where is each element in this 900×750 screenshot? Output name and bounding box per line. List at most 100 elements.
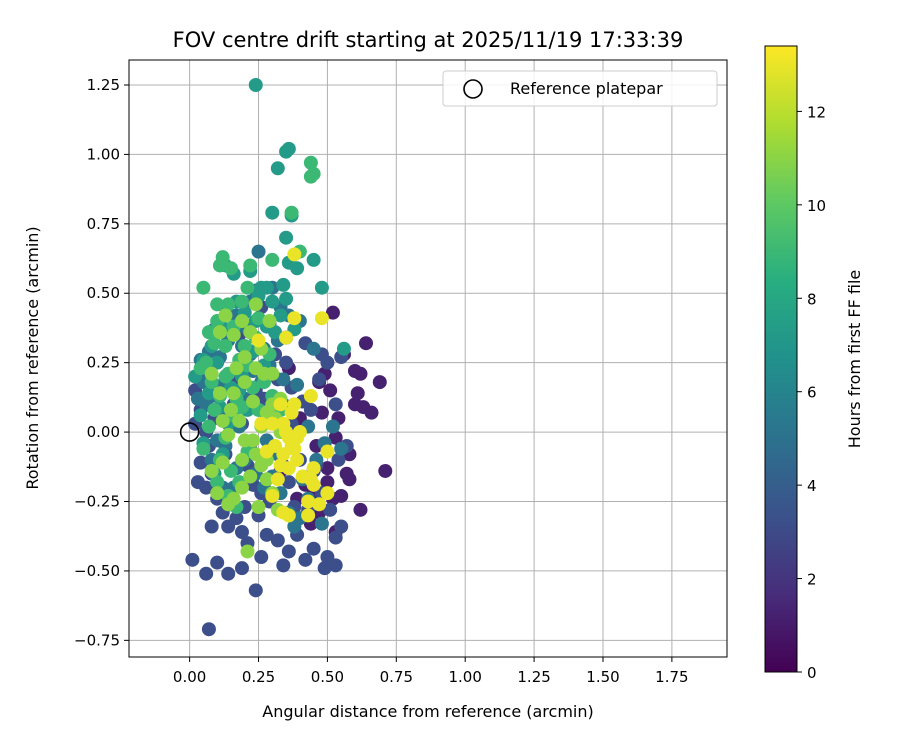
data-point [314, 311, 329, 326]
x-tick-label: 0.75 [380, 668, 413, 686]
data-point [281, 508, 296, 523]
data-point [248, 361, 263, 376]
data-point [306, 541, 321, 556]
data-point [210, 475, 225, 490]
data-point [265, 252, 280, 267]
data-point [210, 355, 225, 370]
data-point [210, 297, 225, 312]
data-point [246, 394, 261, 409]
data-point [279, 291, 294, 306]
x-tick-label: 1.00 [448, 668, 481, 686]
data-point [301, 494, 316, 509]
colorbar-tick-label: 0 [807, 664, 817, 682]
data-point [248, 77, 263, 92]
data-point [259, 472, 274, 487]
data-point [196, 280, 211, 295]
data-point [314, 280, 329, 295]
colorbar-tick-label: 4 [807, 477, 817, 495]
data-point [237, 339, 252, 354]
data-point [276, 277, 291, 292]
data-point [328, 397, 343, 412]
data-point [323, 383, 338, 398]
data-point [284, 405, 299, 420]
data-point [243, 258, 258, 273]
y-tick-label: −0.50 [74, 562, 120, 580]
y-tick-label: 0.25 [87, 354, 120, 372]
data-point [287, 441, 302, 456]
data-point [334, 441, 349, 456]
data-point [347, 363, 362, 378]
data-point [290, 377, 305, 392]
data-point [276, 372, 291, 387]
data-point [303, 388, 318, 403]
data-point [306, 252, 321, 267]
data-point [207, 336, 222, 351]
data-point [221, 566, 236, 581]
reference-point-marker [179, 422, 200, 442]
data-point [201, 419, 216, 434]
data-point [246, 433, 261, 448]
data-point [303, 169, 318, 184]
data-point [265, 294, 280, 309]
data-point [270, 161, 285, 176]
data-point [254, 280, 269, 295]
data-point [298, 552, 313, 567]
data-point [234, 294, 249, 309]
data-point [281, 475, 296, 490]
data-point [237, 350, 252, 365]
data-point [279, 355, 294, 370]
data-point [229, 361, 244, 376]
data-point [276, 558, 291, 573]
data-point [279, 425, 294, 440]
data-point [218, 308, 233, 323]
data-point [226, 386, 241, 401]
data-point [221, 497, 236, 512]
x-tick-label: 1.75 [655, 668, 688, 686]
data-point [237, 375, 252, 390]
data-point [270, 472, 285, 487]
data-point [328, 530, 343, 545]
data-point [259, 527, 274, 542]
y-tick-label: 0.00 [87, 423, 120, 441]
data-point [303, 155, 318, 170]
data-point [265, 366, 280, 381]
x-axis-ticks: 0.00 0.25 0.50 0.75 1.00 1.25 1.50 1.75 [173, 657, 689, 686]
data-point [303, 402, 318, 417]
data-point [314, 516, 329, 531]
data-point [317, 561, 332, 576]
data-point [251, 500, 266, 515]
data-point [215, 413, 230, 428]
data-point [339, 466, 354, 481]
colorbar-frame [764, 45, 798, 673]
data-point [193, 455, 208, 470]
data-point [273, 458, 288, 473]
x-tick-label: 1.50 [586, 668, 619, 686]
colorbar-tick-label: 12 [807, 103, 826, 121]
data-point [204, 463, 219, 478]
data-point [358, 336, 373, 351]
data-point [320, 444, 335, 459]
data-point [201, 622, 216, 637]
data-point [320, 486, 335, 501]
data-point [240, 544, 255, 559]
data-point [273, 308, 288, 323]
data-point [306, 461, 321, 476]
data-point [290, 430, 305, 445]
data-point [201, 325, 216, 340]
data-point [221, 297, 236, 312]
data-point [378, 463, 393, 478]
data-point [234, 525, 249, 540]
data-point [254, 416, 269, 431]
data-point [312, 372, 327, 387]
data-point [193, 361, 208, 376]
data-point [279, 144, 294, 159]
data-point [212, 386, 227, 401]
data-point [268, 325, 283, 340]
data-point [259, 444, 274, 459]
legend-marker-icon [463, 79, 483, 99]
y-tick-label: −0.25 [74, 493, 120, 511]
data-point [287, 311, 302, 326]
data-point [279, 330, 294, 345]
data-point [199, 566, 214, 581]
x-tick-label: 0.00 [173, 668, 206, 686]
